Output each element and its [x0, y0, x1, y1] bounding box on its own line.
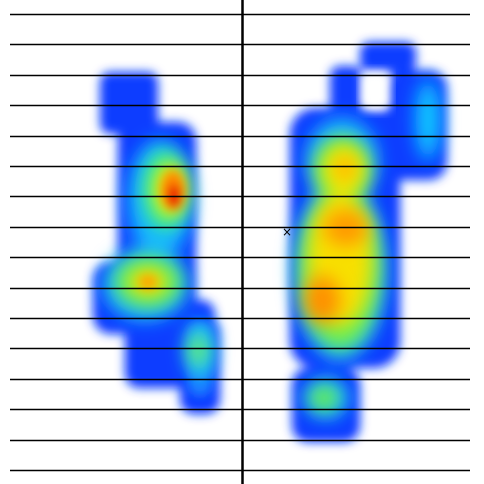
right-foot-gap: [362, 72, 390, 110]
left-foot-heatmap: [93, 72, 220, 414]
x-mark-icon: ×: [282, 225, 292, 239]
horizontal-grid-lines: [10, 13, 470, 472]
right-foot-heatmap: [290, 42, 447, 442]
